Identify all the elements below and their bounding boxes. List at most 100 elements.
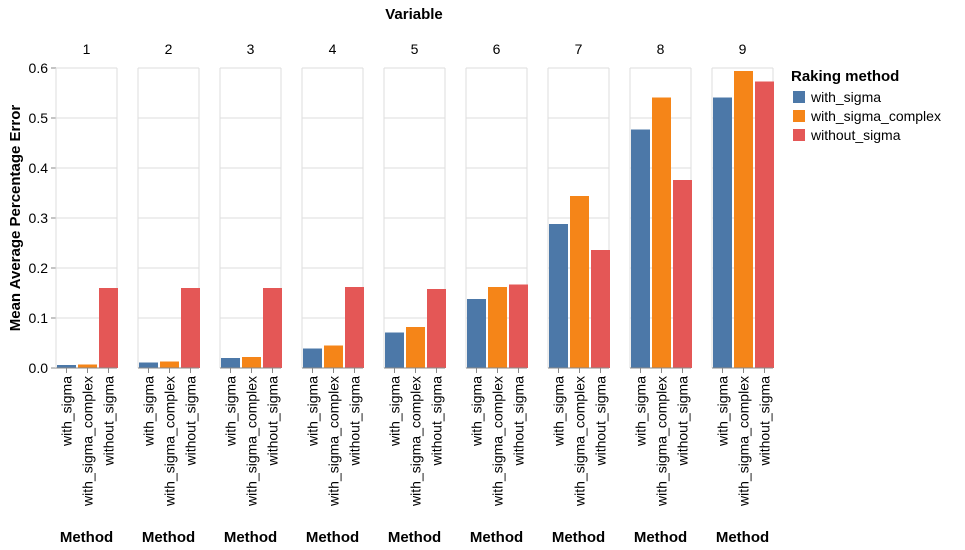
bar-6-with_sigma_complex [488,287,507,368]
legend-label: with_sigma_complex [810,108,941,124]
bar-9-with_sigma_complex [734,71,753,368]
legend-entry: with_sigma_complex [793,108,941,124]
bar-7-with_sigma [549,224,568,368]
bar-8-without_sigma [673,180,692,368]
y-tick-label: 0.0 [29,360,49,376]
x-axis-title: Method [634,529,687,546]
facet-panels: 0.0 0.1 0.2 0.3 0.4 0.5 0.6 1 with_sigma with_sig… [29,41,774,546]
bar-5-with_sigma_complex [406,327,425,368]
bar-6-without_sigma [509,284,528,368]
facet-label: 5 [411,41,419,57]
y-tick-label: 0.1 [29,310,49,326]
bar-7-with_sigma_complex [570,196,589,368]
x-tick-label: with_sigma [551,376,567,447]
x-tick-label: without_sigma [593,376,609,467]
legend-swatch [793,110,805,122]
facet-label: 8 [657,41,665,57]
x-tick-label: without_sigma [429,376,445,467]
legend: Raking method with_sigma with_sigma_compl… [791,68,941,143]
x-tick-label: with_sigma [387,376,403,447]
bar-3-with_sigma [221,358,240,368]
facet-label: 9 [739,41,747,57]
bar-2-with_sigma [139,362,158,368]
facet-label: 7 [575,41,583,57]
facet-panel-3: 3 with_sigma with_sigma_complex without_sig… [219,41,282,546]
facet-panel-4: 4 with_sigma with_sigma_complex without_sig… [301,41,364,546]
bar-3-without_sigma [263,288,282,368]
x-tick-label: with_sigma [141,376,157,447]
x-tick-label: with_sigma_complex [162,376,178,507]
bar-8-with_sigma_complex [652,97,671,368]
facet-panel-6: 6 with_sigma with_sigma_complex without_sig… [465,41,528,546]
legend-entry: with_sigma [793,89,881,105]
chart-title: Variable [385,6,443,23]
x-axis-title: Method [306,529,359,546]
bar-9-without_sigma [755,81,774,368]
legend-label: with_sigma [810,89,881,105]
x-tick-label: with_sigma [715,376,731,447]
y-axis: 0.0 0.1 0.2 0.3 0.4 0.5 0.6 [29,60,57,376]
bar-4-with_sigma_complex [324,345,343,368]
y-tick-label: 0.3 [29,210,49,226]
y-tick-label: 0.2 [29,260,49,276]
x-tick-label: with_sigma [633,376,649,447]
bar-2-without_sigma [181,288,200,368]
facet-label: 4 [329,41,337,57]
x-tick-label: with_sigma_complex [572,376,588,507]
y-tick-label: 0.5 [29,110,49,126]
x-tick-label: without_sigma [265,376,281,467]
facet-panel-9: 9 with_sigma with_sigma_complex without_sig… [711,41,774,546]
facet-label: 1 [83,41,91,57]
y-tick-label: 0.6 [29,60,49,76]
x-tick-label: with_sigma_complex [80,376,96,507]
facet-panel-8: 8 with_sigma with_sigma_complex without_sig… [629,41,692,546]
legend-swatch [793,129,805,141]
bar-4-without_sigma [345,287,364,368]
facet-panel-2: 2 with_sigma with_sigma_complex without_sig… [137,41,200,546]
x-tick-label: with_sigma_complex [490,376,506,507]
bar-1-without_sigma [99,288,118,368]
bar-9-with_sigma [713,97,732,368]
y-tick-label: 0.4 [29,160,49,176]
bar-2-with_sigma_complex [160,361,179,368]
x-axis-title: Method [552,529,605,546]
x-axis-title: Method [224,529,277,546]
x-tick-label: with_sigma_complex [736,376,752,507]
x-tick-label: without_sigma [675,376,691,467]
x-tick-label: without_sigma [511,376,527,467]
facet-panel-7: 7 with_sigma with_sigma_complex without_sig… [547,41,610,546]
facet-label: 2 [165,41,173,57]
x-axis-title: Method [142,529,195,546]
bar-1-with_sigma_complex [78,364,97,368]
x-tick-label: without_sigma [101,376,117,467]
facet-label: 3 [247,41,255,57]
x-tick-label: without_sigma [347,376,363,467]
bar-8-with_sigma [631,129,650,368]
facet-panel-5: 5 with_sigma with_sigma_complex without_sig… [383,41,446,546]
bar-7-without_sigma [591,250,610,368]
bar-1-with_sigma [57,365,76,368]
x-tick-label: with_sigma [223,376,239,447]
bar-5-without_sigma [427,289,446,368]
x-tick-label: without_sigma [183,376,199,467]
x-axis-title: Method [716,529,769,546]
legend-swatch [793,91,805,103]
bar-6-with_sigma [467,299,486,368]
bar-3-with_sigma_complex [242,357,261,368]
bar-4-with_sigma [303,348,322,368]
x-axis-title: Method [388,529,441,546]
x-tick-label: with_sigma [59,376,75,447]
x-tick-label: without_sigma [757,376,773,467]
x-axis-title: Method [60,529,113,546]
x-tick-label: with_sigma [305,376,321,447]
x-tick-label: with_sigma_complex [654,376,670,507]
facet-label: 6 [493,41,501,57]
legend-title: Raking method [791,68,899,85]
facet-panel-1: 1 with_sigma with_sigma_complex without_sig… [55,41,118,546]
x-axis-title: Method [470,529,523,546]
x-tick-label: with_sigma_complex [408,376,424,507]
y-axis-title: Mean Average Percentage Error [7,105,24,332]
x-tick-label: with_sigma_complex [244,376,260,507]
legend-label: without_sigma [810,127,901,143]
